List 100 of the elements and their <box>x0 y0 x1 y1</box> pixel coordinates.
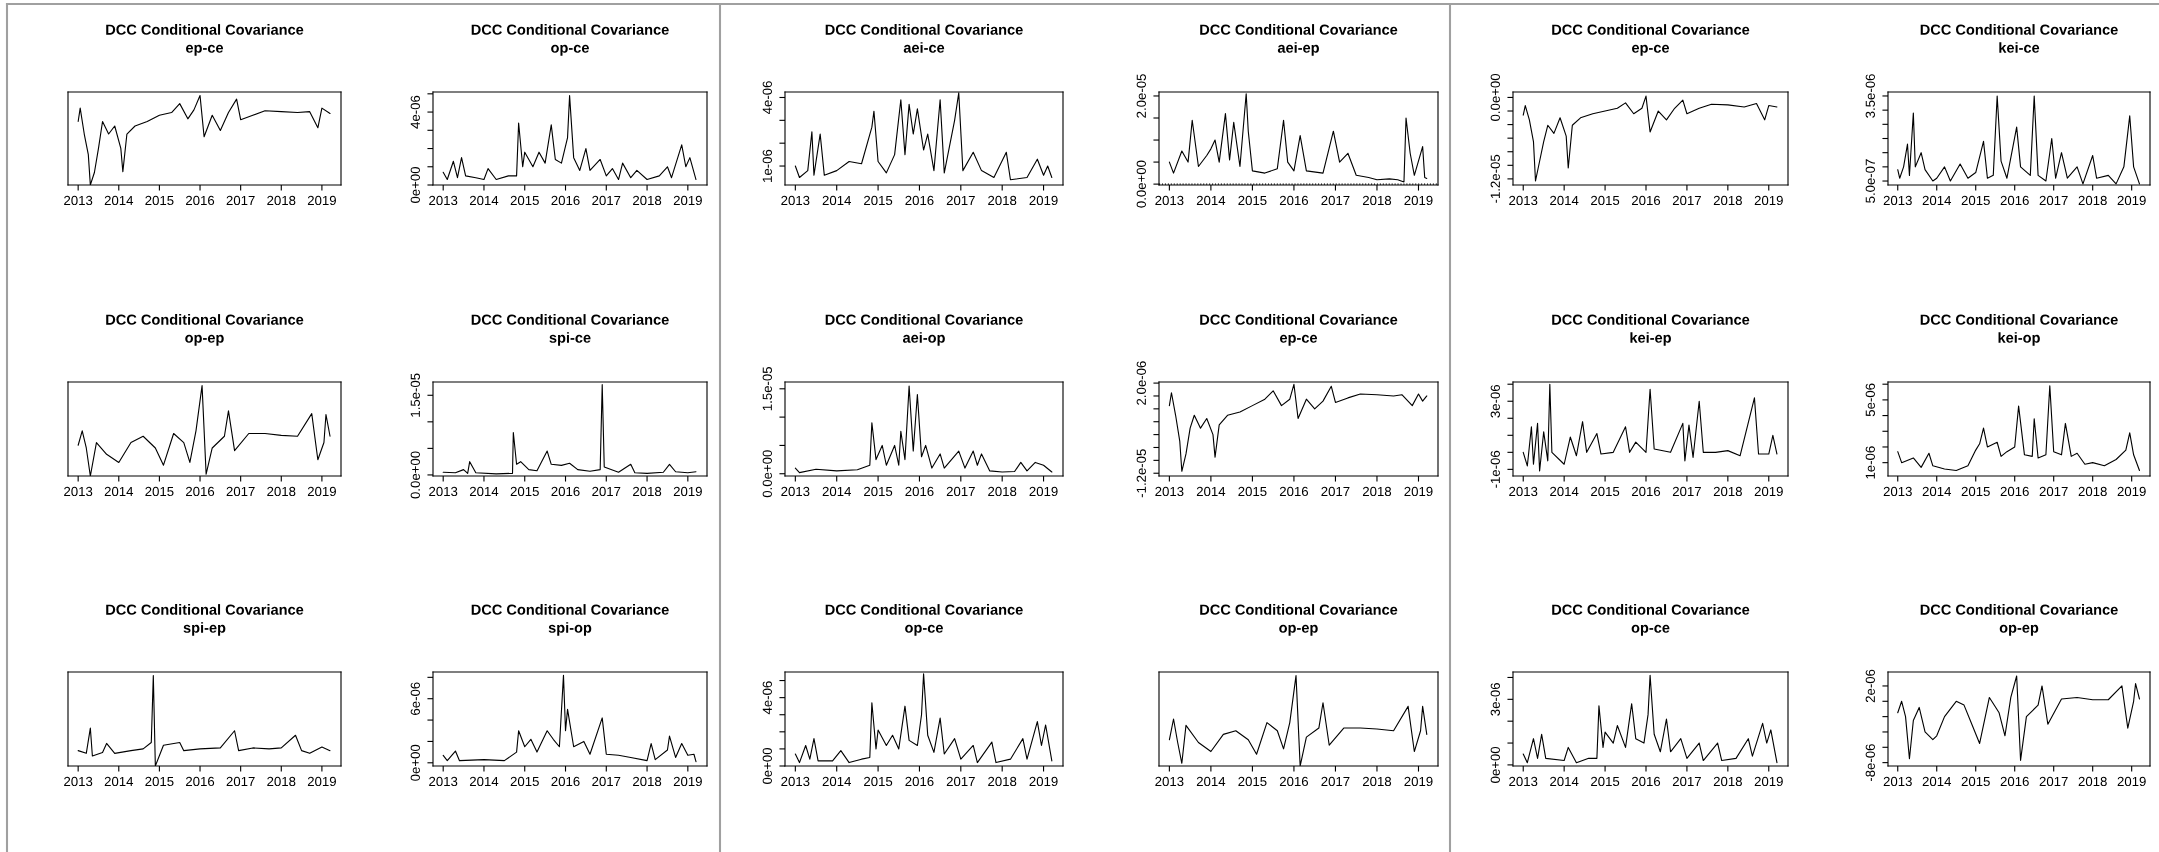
y-tick-label: 0e+00 <box>410 744 420 781</box>
x-tick-label: 2019 <box>1029 195 1058 206</box>
chart-subtitle: ep-ce <box>186 44 224 56</box>
x-tick-label: 2013 <box>1509 195 1538 206</box>
x-tick-label: 2016 <box>2000 486 2029 497</box>
x-tick-label: 2016 <box>2000 195 2029 206</box>
chart-subtitle: spi-op <box>548 622 592 636</box>
chart-title: DCC Conditional Covariance <box>471 604 669 615</box>
x-tick-label: 2016 <box>1279 195 1309 206</box>
y-tick-label: 4e-06 <box>762 81 772 115</box>
chart-title: DCC Conditional Covariance <box>1552 24 1750 35</box>
x-tick-label: 2018 <box>988 486 1017 497</box>
x-tick-label: 2013 <box>781 195 810 206</box>
x-tick-label: 2014 <box>469 776 499 787</box>
x-tick-label: 2014 <box>1922 195 1952 206</box>
x-tick-label: 2018 <box>1362 486 1392 497</box>
x-tick-label: 2013 <box>429 486 458 497</box>
x-tick-label: 2014 <box>104 776 134 787</box>
x-tick-label: 2013 <box>429 195 458 206</box>
chart-subtitle: op-ep <box>1999 624 2039 636</box>
x-tick-label: 2019 <box>2117 776 2146 787</box>
x-tick-label: 2016 <box>1631 776 1661 787</box>
x-tick-label: 2015 <box>1238 195 1267 206</box>
x-tick-label: 2016 <box>186 776 215 787</box>
y-tick-label: 2.0e-05 <box>1136 74 1146 118</box>
x-tick-label: 2015 <box>1961 195 1990 206</box>
x-tick-label: 2016 <box>551 776 580 787</box>
x-tick-label: 2016 <box>1279 486 1309 497</box>
x-tick-label: 2017 <box>592 776 621 787</box>
x-tick-label: 2014 <box>1196 776 1226 787</box>
x-tick-label: 2019 <box>1754 776 1783 787</box>
x-tick-label: 2013 <box>64 776 93 787</box>
x-tick-label: 2016 <box>1631 486 1661 497</box>
x-tick-label: 2019 <box>1754 486 1783 497</box>
chart-title: DCC Conditional Covariance <box>1920 24 2118 35</box>
x-tick-label: 2015 <box>510 486 539 497</box>
x-tick-label: 2017 <box>1672 486 1701 497</box>
x-tick-label: 2017 <box>946 486 975 497</box>
y-tick-label: 3.5e-06 <box>1865 74 1875 118</box>
x-tick-label: 2018 <box>1362 776 1392 787</box>
line-series <box>442 674 697 763</box>
x-tick-label: 2017 <box>946 195 975 206</box>
x-tick-label: 2013 <box>1155 776 1184 787</box>
x-tick-label: 2015 <box>1591 195 1620 206</box>
chart-subtitle: aei-ep <box>1277 42 1319 56</box>
x-tick-label: 2016 <box>551 486 580 497</box>
x-tick-label: 2014 <box>822 195 851 206</box>
chart-title: DCC Conditional Covariance <box>1200 604 1398 615</box>
x-tick-label: 2017 <box>2039 195 2068 206</box>
x-tick-label: 2019 <box>2117 195 2146 206</box>
x-tick-label: 2019 <box>307 776 336 787</box>
chart-title: DCC Conditional Covariance <box>1920 604 2118 615</box>
x-tick-label: 2019 <box>2117 486 2146 497</box>
x-tick-label: 2014 <box>469 486 499 497</box>
chart-title: DCC Conditional Covariance <box>106 604 304 615</box>
x-tick-label: 2018 <box>267 776 296 787</box>
x-tick-label: 2013 <box>64 486 93 497</box>
chart-title: DCC Conditional Covariance <box>471 314 669 325</box>
x-tick-label: 2014 <box>1922 776 1952 787</box>
line-series <box>1897 385 2141 472</box>
x-tick-label: 2015 <box>1591 776 1620 787</box>
chart-subtitle: aei-op <box>902 332 945 346</box>
x-tick-label: 2015 <box>145 195 174 206</box>
chart-subtitle: kei-ce <box>1999 42 2040 53</box>
x-tick-label: 2017 <box>226 486 255 497</box>
chart-title: DCC Conditional Covariance <box>1552 604 1750 615</box>
y-tick-label: 2.0e-06 <box>1136 361 1146 405</box>
x-tick-label: 2019 <box>1404 776 1433 787</box>
y-tick-label: 1.5e-05 <box>762 366 772 411</box>
y-tick-label: 6e-06 <box>410 682 420 715</box>
line-series <box>1522 674 1778 764</box>
x-tick-label: 2014 <box>104 486 134 497</box>
x-tick-label: 2014 <box>1922 486 1952 497</box>
x-tick-label: 2019 <box>1029 486 1058 497</box>
y-tick-label: 5e-06 <box>1865 383 1875 417</box>
y-tick-label: 0.0e+00 <box>1136 160 1146 208</box>
x-tick-label: 2019 <box>673 776 702 787</box>
y-tick-label: 1.5e-05 <box>410 373 420 417</box>
x-tick-label: 2014 <box>1550 195 1579 206</box>
x-tick-label: 2017 <box>946 776 975 787</box>
x-tick-label: 2018 <box>988 195 1017 206</box>
chart-title: DCC Conditional Covariance <box>825 604 1023 615</box>
chart-subtitle: op-ce <box>905 624 943 636</box>
x-tick-label: 2013 <box>1883 776 1912 787</box>
x-tick-label: 2016 <box>2000 776 2029 787</box>
x-tick-label: 2013 <box>1509 776 1538 787</box>
chart-subtitle: op-ep <box>185 334 224 346</box>
x-tick-label: 2016 <box>905 776 934 787</box>
x-tick-label: 2018 <box>267 486 296 497</box>
x-tick-label: 2015 <box>864 776 893 787</box>
x-tick-label: 2019 <box>307 486 336 497</box>
x-tick-label: 2018 <box>2078 195 2107 206</box>
line-series <box>1897 675 2141 761</box>
x-tick-label: 2014 <box>1196 195 1226 206</box>
y-tick-label: 3e-06 <box>1490 683 1500 716</box>
x-tick-label: 2018 <box>267 195 296 206</box>
x-tick-label: 2017 <box>2039 776 2068 787</box>
x-tick-label: 2013 <box>1155 195 1184 206</box>
chart-subtitle: spi-ce <box>549 332 591 346</box>
chart-subtitle: kei-ep <box>1630 332 1671 346</box>
